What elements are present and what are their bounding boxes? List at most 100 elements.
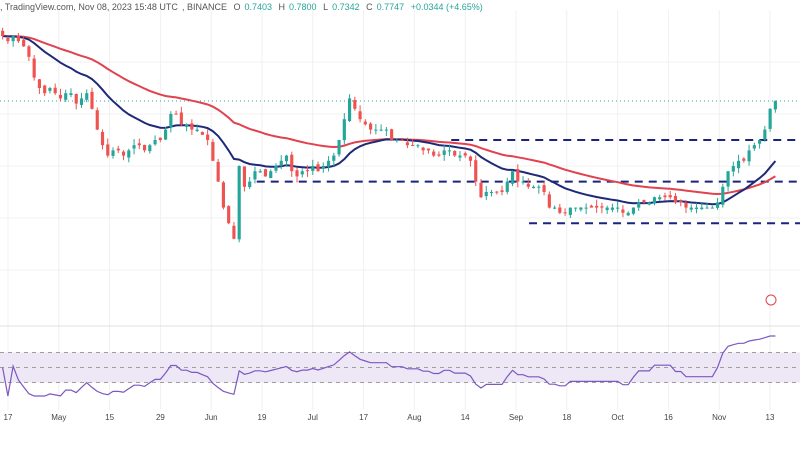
- candle-body: [589, 205, 593, 208]
- candle-body: [132, 145, 136, 149]
- candle-body: [642, 200, 646, 203]
- candle-body: [731, 166, 735, 172]
- candle-body: [684, 202, 688, 208]
- header-source: , TradingView.com, Nov 08, 2023 15:48 UT…: [0, 2, 178, 12]
- candle-body: [384, 129, 388, 131]
- candle-body: [369, 123, 373, 130]
- candle-body: [689, 207, 693, 210]
- x-tick-label: Jun: [205, 413, 218, 422]
- candle-body: [516, 169, 520, 182]
- candle-body: [242, 166, 247, 187]
- candle-body: [22, 39, 26, 47]
- candle-body: [190, 123, 194, 130]
- candle-body: [27, 46, 31, 57]
- candle-body: [263, 169, 268, 177]
- candle-body: [90, 91, 94, 109]
- candle-body: [337, 140, 341, 155]
- open-value: 0.7403: [244, 2, 273, 12]
- open-label: O: [233, 2, 241, 12]
- candle-body: [715, 202, 720, 208]
- candle-body: [284, 155, 289, 162]
- candle-body: [537, 186, 541, 188]
- candle-body: [752, 145, 756, 149]
- candle-body: [432, 151, 436, 156]
- candle-body: [258, 171, 262, 173]
- candle-body: [747, 150, 751, 162]
- candle-body: [442, 150, 446, 155]
- candle-body: [458, 155, 462, 158]
- candle-body: [6, 37, 10, 42]
- candle-body: [474, 160, 478, 182]
- candle-body: [705, 207, 709, 209]
- x-tick-label: Nov: [712, 413, 726, 422]
- candle-body: [137, 143, 141, 146]
- candle-body: [237, 166, 241, 240]
- x-tick-label: Aug: [407, 413, 421, 422]
- candle-body: [326, 160, 331, 167]
- candle-body: [311, 166, 315, 171]
- candle-body: [53, 87, 57, 94]
- x-tick-label: 18: [562, 413, 571, 422]
- candle-body: [206, 134, 210, 140]
- x-tick-label: Jul: [308, 413, 318, 422]
- candle-body: [621, 209, 625, 213]
- candle-body: [374, 129, 378, 131]
- candle-body: [1, 30, 5, 36]
- candle-body: [232, 225, 236, 239]
- x-tick-label: 29: [156, 413, 165, 422]
- candle-body: [363, 121, 367, 125]
- candle-body: [332, 155, 336, 161]
- x-tick-label: 17: [359, 413, 368, 422]
- candle-body: [416, 145, 420, 147]
- candle-body: [521, 181, 525, 183]
- candle-body: [447, 150, 452, 152]
- candle-body: [64, 93, 68, 100]
- candle-body: [216, 161, 220, 182]
- candle-body: [79, 98, 84, 105]
- candle-body: [736, 160, 741, 169]
- candle-body: [211, 141, 215, 161]
- candle-body: [637, 202, 641, 208]
- candle-body: [248, 181, 252, 188]
- candle-body: [437, 154, 441, 156]
- close-label: C: [366, 2, 373, 12]
- candle-body: [758, 140, 762, 144]
- candle-body: [274, 166, 278, 171]
- low-label: L: [323, 2, 329, 12]
- candle-body: [253, 171, 257, 180]
- candle-body: [574, 207, 578, 209]
- candle-body: [568, 207, 572, 215]
- candle-body: [547, 194, 551, 208]
- candle-body: [652, 197, 657, 204]
- candle-body: [48, 88, 52, 91]
- candle-body: [500, 190, 504, 192]
- candle-body: [631, 207, 636, 214]
- candle-body: [395, 140, 399, 141]
- event-marker-icon: [765, 294, 777, 306]
- change-value: +0.0344 (+4.65%): [410, 2, 483, 12]
- candle-body: [347, 98, 352, 121]
- candle-body: [610, 207, 614, 210]
- candle-body: [111, 150, 115, 156]
- candle-body: [37, 79, 42, 88]
- ema-50-line: [2, 35, 776, 196]
- candle-body: [553, 207, 557, 209]
- candle-body: [742, 158, 746, 161]
- candle-body: [58, 94, 63, 99]
- x-tick-label: 19: [258, 413, 267, 422]
- candle-body: [463, 153, 467, 156]
- candle-body: [495, 191, 499, 193]
- candle-body: [353, 99, 357, 109]
- candle-body: [295, 170, 299, 177]
- x-tick-label: 17: [4, 413, 13, 422]
- candle-body: [673, 195, 678, 203]
- candle-body: [300, 171, 304, 175]
- candle-body: [721, 186, 725, 205]
- candle-body: [694, 207, 699, 210]
- candle-body: [100, 131, 105, 146]
- candle-body: [505, 181, 509, 192]
- candle-body: [710, 207, 714, 209]
- candle-body: [668, 195, 672, 198]
